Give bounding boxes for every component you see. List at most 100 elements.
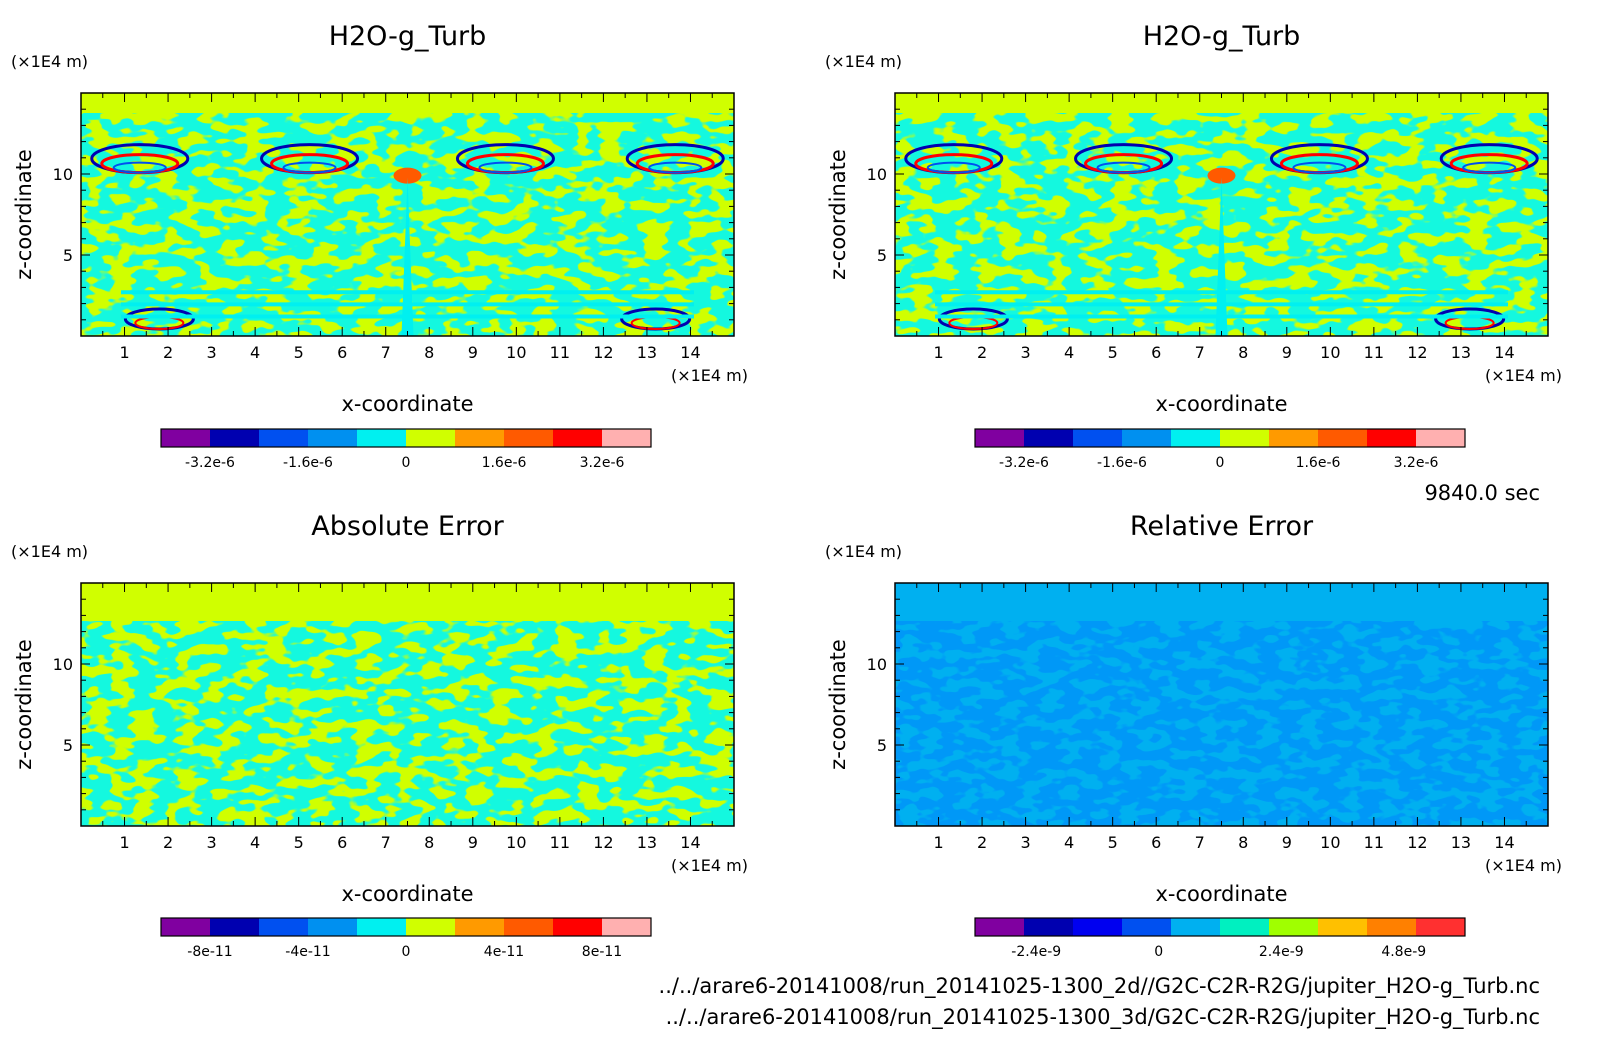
colorbar-swatch bbox=[1073, 918, 1122, 936]
colorbar-swatch bbox=[406, 429, 455, 447]
x-tick-label: 11 bbox=[1364, 343, 1384, 362]
y-tick-label: 10 bbox=[53, 655, 73, 674]
colorbar-swatch bbox=[1171, 918, 1220, 936]
x-tick-label: 7 bbox=[381, 833, 391, 852]
colorbar-swatch bbox=[161, 918, 210, 936]
x-tick-label: 2 bbox=[977, 833, 987, 852]
x-tick-label: 5 bbox=[294, 343, 304, 362]
x-tick-label: 12 bbox=[593, 833, 613, 852]
colorbar-swatch bbox=[504, 918, 553, 936]
x-tick-label: 9 bbox=[468, 833, 478, 852]
y-tick-label: 5 bbox=[63, 246, 73, 265]
x-tick-label: 7 bbox=[381, 343, 391, 362]
x-tick-label: 12 bbox=[1407, 343, 1427, 362]
x-tick-label: 11 bbox=[550, 343, 570, 362]
colorbar-tick-label: 8e-11 bbox=[582, 944, 622, 960]
colorbar-swatch bbox=[1367, 429, 1416, 447]
x-tick-label: 4 bbox=[250, 833, 260, 852]
colorbar-swatch bbox=[1416, 429, 1465, 447]
y-axis-label: z-coordinate bbox=[12, 639, 36, 770]
colorbar-swatch bbox=[553, 429, 602, 447]
x-unit-label: (×1E4 m) bbox=[671, 366, 748, 385]
colorbar-swatch bbox=[357, 429, 406, 447]
colorbar-swatch bbox=[504, 429, 553, 447]
colorbar-swatch bbox=[1318, 429, 1367, 447]
x-tick-label: 6 bbox=[337, 343, 347, 362]
turbulence-texture bbox=[895, 621, 1548, 826]
x-tick-label: 3 bbox=[207, 343, 217, 362]
x-tick-label: 10 bbox=[1320, 833, 1340, 852]
x-tick-label: 11 bbox=[550, 833, 570, 852]
file-path-3d: ../../arare6-20141008/run_20141025-1300_… bbox=[666, 1005, 1540, 1030]
colorbar-swatch bbox=[1220, 429, 1269, 447]
x-tick-label: 2 bbox=[977, 343, 987, 362]
x-tick-label: 6 bbox=[337, 833, 347, 852]
colorbar-swatch bbox=[1220, 918, 1269, 936]
colorbar-swatch bbox=[1318, 918, 1367, 936]
colorbar-tick-label: 0 bbox=[402, 455, 411, 471]
colorbar-swatch bbox=[975, 918, 1024, 936]
colorbar-swatch bbox=[357, 918, 406, 936]
colorbar-tick-label: -3.2e-6 bbox=[999, 455, 1049, 471]
x-tick-label: 9 bbox=[1282, 343, 1292, 362]
x-tick-label: 4 bbox=[1064, 343, 1074, 362]
x-tick-label: 1 bbox=[933, 833, 943, 852]
colorbar: -3.2e-6 -1.6e-6 0 1.6e-6 3.2e-6 bbox=[974, 428, 1466, 471]
x-tick-label: 12 bbox=[593, 343, 613, 362]
x-axis-label: x-coordinate bbox=[341, 392, 473, 416]
x-tick-label: 10 bbox=[506, 343, 526, 362]
x-tick-label: 1 bbox=[933, 343, 943, 362]
colorbar: -3.2e-6 -1.6e-6 0 1.6e-6 3.2e-6 bbox=[160, 428, 652, 471]
colorbar-swatch bbox=[161, 429, 210, 447]
x-tick-label: 7 bbox=[1195, 833, 1205, 852]
colorbar-swatch bbox=[1073, 429, 1122, 447]
colorbar-tick-label: -1.6e-6 bbox=[1097, 455, 1147, 471]
y-axis-label: z-coordinate bbox=[826, 639, 850, 770]
x-tick-label: 4 bbox=[250, 343, 260, 362]
colorbar-tick-label: 4e-11 bbox=[484, 944, 524, 960]
colorbar-swatch bbox=[1122, 429, 1171, 447]
colorbar-tick-label: -4e-11 bbox=[285, 944, 330, 960]
colorbar-tick-label: -8e-11 bbox=[187, 944, 232, 960]
colorbar-swatch bbox=[1367, 918, 1416, 936]
colorbar-tick-label: 0 bbox=[1216, 455, 1225, 471]
y-tick-label: 10 bbox=[867, 165, 887, 184]
x-tick-label: 13 bbox=[637, 833, 657, 852]
y-axis-label: z-coordinate bbox=[826, 149, 850, 280]
panel-4: Relative Error(×1E4 m)1 2 3 4 5 6 7 8 9 10 11 12 13 1… bbox=[825, 511, 1562, 960]
y-tick-label: 10 bbox=[867, 655, 887, 674]
x-tick-label: 4 bbox=[1064, 833, 1074, 852]
x-tick-label: 5 bbox=[1108, 833, 1118, 852]
panel-title: H2O-g_Turb bbox=[329, 21, 487, 52]
y-unit-label: (×1E4 m) bbox=[11, 542, 88, 561]
colorbar-tick-label: 4.8e-9 bbox=[1381, 944, 1426, 960]
colorbar-swatch bbox=[455, 429, 504, 447]
x-tick-label: 13 bbox=[1451, 833, 1471, 852]
x-tick-label: 8 bbox=[424, 833, 434, 852]
x-tick-label: 5 bbox=[294, 833, 304, 852]
x-tick-label: 14 bbox=[1494, 343, 1514, 362]
colorbar-swatch bbox=[1269, 429, 1318, 447]
x-tick-label: 3 bbox=[207, 833, 217, 852]
plume-structures bbox=[90, 143, 725, 336]
x-unit-label: (×1E4 m) bbox=[671, 856, 748, 875]
x-tick-label: 1 bbox=[119, 343, 129, 362]
y-tick-label: 5 bbox=[877, 246, 887, 265]
x-tick-label: 8 bbox=[1238, 833, 1248, 852]
x-tick-label: 2 bbox=[163, 833, 173, 852]
x-tick-label: 14 bbox=[1494, 833, 1514, 852]
x-tick-label: 14 bbox=[680, 833, 700, 852]
colorbar-swatch bbox=[1024, 429, 1073, 447]
x-axis-label: x-coordinate bbox=[341, 882, 473, 906]
x-tick-label: 10 bbox=[506, 833, 526, 852]
colorbar-tick-label: -2.4e-9 bbox=[1011, 944, 1061, 960]
colorbar-swatch bbox=[259, 429, 308, 447]
colorbar-tick-label: 1.6e-6 bbox=[1296, 455, 1341, 471]
x-unit-label: (×1E4 m) bbox=[1485, 366, 1562, 385]
colorbar-swatch bbox=[1122, 918, 1171, 936]
x-tick-label: 13 bbox=[637, 343, 657, 362]
colorbar-swatch bbox=[406, 918, 455, 936]
x-tick-label: 3 bbox=[1021, 343, 1031, 362]
x-tick-label: 6 bbox=[1151, 833, 1161, 852]
colorbar-swatch bbox=[259, 918, 308, 936]
